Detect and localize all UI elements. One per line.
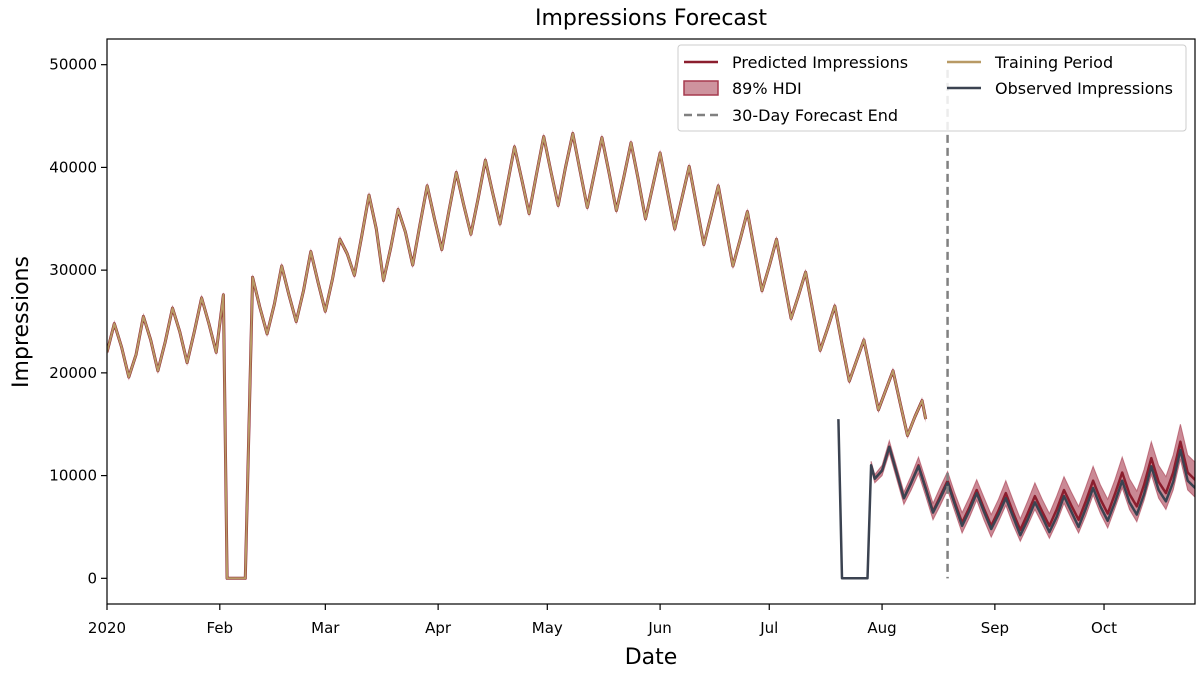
hdi-band-training: [107, 129, 926, 579]
x-tick-label: Mar: [311, 619, 340, 637]
chart-title: Impressions Forecast: [535, 6, 767, 31]
x-tick-label: 2020: [88, 619, 126, 637]
axes: 0 10000 20000 30000 40000 50000 2020 Feb Mar Apr M…: [49, 56, 1117, 637]
y-tick-label: 30000: [49, 261, 97, 279]
plot-frame: [106, 38, 1196, 605]
x-axis-label: Date: [625, 645, 678, 670]
legend-label: 89% HDI: [732, 79, 802, 98]
y-tick-label: 0: [87, 569, 97, 587]
legend-label: Predicted Impressions: [732, 53, 908, 72]
hdi-band-forecast: [870, 424, 1195, 543]
x-tick-label: Apr: [425, 619, 452, 637]
y-tick-label: 10000: [49, 467, 97, 485]
legend-label: Training Period: [994, 53, 1113, 72]
legend-label: Observed Impressions: [995, 79, 1173, 98]
y-tick-label: 20000: [49, 364, 97, 382]
y-tick-label: 50000: [49, 56, 97, 74]
predicted-line-training: [107, 132, 928, 580]
x-tick-label: Jul: [759, 619, 778, 637]
x-tick-label: Oct: [1091, 619, 1117, 637]
training-line: [107, 132, 927, 580]
y-axis-label: Impressions: [9, 256, 34, 388]
legend: Predicted Impressions 89% HDI 30-Day Forec…: [677, 44, 1187, 132]
observed-line: [837, 419, 1195, 580]
y-tick-label: 40000: [49, 158, 97, 176]
x-tick-label: May: [532, 619, 563, 637]
legend-swatch: [683, 80, 719, 96]
legend-frame: [677, 44, 1187, 132]
legend-label: 30-Day Forecast End: [732, 106, 898, 125]
x-tick-label: Aug: [867, 619, 896, 637]
x-tick-label: Feb: [207, 619, 234, 637]
x-tick-label: Jun: [647, 619, 671, 637]
x-tick-label: Sep: [981, 619, 1009, 637]
plot-area: [107, 69, 1195, 580]
